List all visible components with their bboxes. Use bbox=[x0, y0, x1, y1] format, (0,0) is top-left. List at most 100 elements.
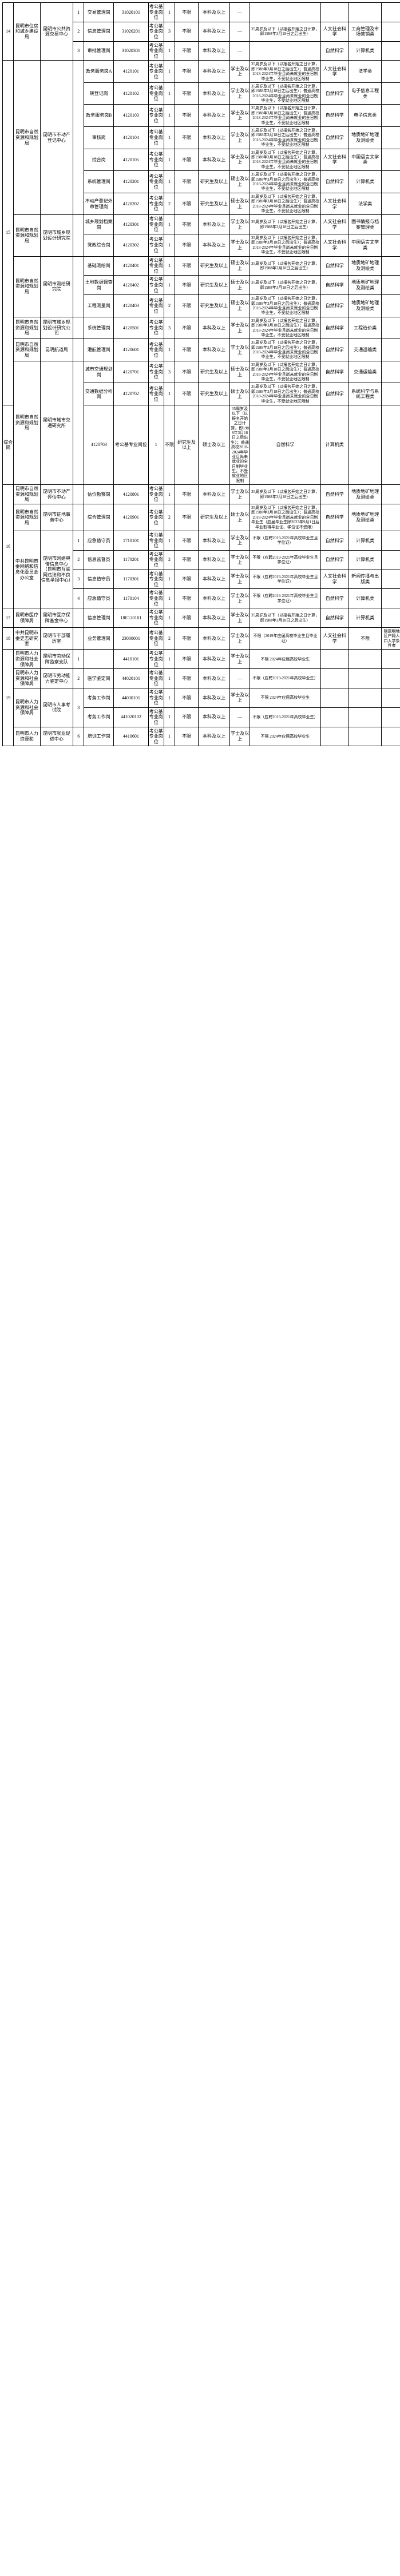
cell bbox=[382, 3, 400, 22]
cell: 1 bbox=[164, 339, 175, 361]
cell: 考公基专业岗位 bbox=[148, 82, 164, 105]
cell: 信息管理岗 bbox=[84, 22, 114, 41]
cell: 学士及以上 bbox=[229, 317, 250, 339]
cell: 昆明市不动产评估中心 bbox=[40, 485, 73, 504]
cell: 昆明市人力资源和社会保障局 bbox=[14, 650, 41, 669]
cell: 35周岁及以下（以报名开始之日计算，即1988年3月18日之后出生）；普通高校2… bbox=[250, 234, 320, 257]
cell: 硕士及以上 bbox=[229, 383, 250, 405]
cell bbox=[73, 361, 84, 484]
cell: 4120302 bbox=[114, 234, 148, 257]
cell: 考公基专业岗位 bbox=[148, 570, 164, 589]
cell: 本科及以上 bbox=[199, 550, 230, 570]
cell: 昆明航道局 bbox=[40, 339, 73, 361]
cell bbox=[382, 608, 400, 628]
cell: 交易管理岗 bbox=[84, 3, 114, 22]
cell: 考公基专业岗位 bbox=[148, 41, 164, 61]
cell: 不限（应聘2019-2021年高校毕业生且学位证） bbox=[250, 550, 320, 570]
cell: 31020301 bbox=[114, 41, 148, 61]
cell: 考公基专业岗位 bbox=[148, 22, 164, 41]
cell: 不限 bbox=[175, 41, 199, 61]
cell: 考公基专业岗位 bbox=[148, 3, 164, 22]
cell: 1 bbox=[164, 485, 175, 504]
cell: — bbox=[229, 22, 250, 41]
cell: 4120301 bbox=[114, 215, 148, 234]
cell: 不限 2024年应届高校毕业生 bbox=[250, 688, 320, 708]
cell: 系统管理岗 bbox=[84, 317, 114, 339]
cell: 1 bbox=[164, 589, 175, 608]
cell: 1 bbox=[164, 105, 175, 127]
table-row: 昆明市自然资源和规划局昆明航道局港航管理岗4120601考公基专业岗位1不限本科… bbox=[3, 339, 400, 361]
cell: 35周岁及以下（以报名开始之日计算，即1988年3月18日之后出生）；普通高校2… bbox=[250, 383, 320, 405]
table-row: 昆明市自然资源和规划局昆明市测绘研究院基础测绘岗4120401考公基专业岗位1不… bbox=[3, 256, 400, 276]
cell: 考务工作岗 bbox=[84, 688, 114, 708]
cell bbox=[320, 688, 348, 708]
cell: 考公基专业岗位 bbox=[148, 707, 164, 727]
cell: 2 bbox=[73, 22, 84, 41]
cell: 人文社会科学 bbox=[320, 193, 348, 215]
table-row: 14昆明市住房和城乡建设局昆明市公共资源交易中心1交易管理岗31020101考公… bbox=[3, 3, 400, 22]
cell bbox=[382, 504, 400, 531]
cell: 本科及以上 bbox=[199, 105, 230, 127]
cell: 硕士及以上 bbox=[229, 361, 250, 383]
cell: 本科及以上 bbox=[199, 707, 230, 727]
cell: 港航管理岗 bbox=[84, 339, 114, 361]
cell: 35周岁及以下（以报名开始之日计算，即1988年3月18日之后出生）；普通高校2… bbox=[250, 127, 320, 149]
cell: 自然科学 bbox=[320, 383, 348, 405]
cell: 2 bbox=[73, 550, 84, 570]
cell bbox=[84, 650, 114, 669]
cell: 不限 bbox=[175, 215, 199, 234]
cell bbox=[382, 550, 400, 570]
cell: 3 bbox=[73, 570, 84, 589]
cell: 研究生及以上 bbox=[199, 193, 230, 215]
cell: 不限（应聘2019-2021年高校毕业生且学位证） bbox=[250, 570, 320, 589]
cell: 基础测绘岗 bbox=[84, 256, 114, 276]
cell bbox=[382, 688, 400, 708]
cell bbox=[73, 504, 84, 531]
cell: 不限 bbox=[175, 627, 199, 650]
table-row: 19昆明市人力资源和社会保障局昆明市劳动保障监察支队14410101考公基专业岗… bbox=[3, 650, 400, 669]
cell: 不限 bbox=[175, 707, 199, 727]
cell: 中国语言文学类 bbox=[348, 234, 381, 257]
cell: 14 bbox=[3, 3, 14, 61]
cell: 新闻传播与出版类 bbox=[348, 570, 381, 589]
cell: 19 bbox=[3, 650, 14, 746]
cell: 4120101 bbox=[114, 61, 148, 83]
cell bbox=[382, 589, 400, 608]
cell: 昆明市自然资源和规划局 bbox=[14, 317, 41, 339]
cell: 考公基专业岗位 bbox=[148, 589, 164, 608]
cell: 昆明市劳动保障监察支队 bbox=[40, 650, 73, 669]
cell: 昆明市自然资源和规划局 bbox=[14, 256, 41, 317]
cell: 图书情报与档案管理类 bbox=[348, 215, 381, 234]
cell: 不限 bbox=[175, 650, 199, 669]
cell: 4120202 bbox=[114, 193, 148, 215]
cell bbox=[382, 127, 400, 149]
cell: 1 bbox=[164, 171, 175, 193]
cell: 硕士及以上 bbox=[229, 171, 250, 193]
cell: 4120103 bbox=[114, 105, 148, 127]
cell: 本科及以上 bbox=[199, 339, 230, 361]
cell: 学士及以上 bbox=[229, 727, 250, 746]
cell: 1 bbox=[164, 3, 175, 22]
cell bbox=[73, 627, 84, 650]
cell: 考公基专业岗位 bbox=[148, 295, 164, 317]
cell: 昆明市征地事务中心 bbox=[40, 504, 73, 531]
cell: 本科及以上 bbox=[199, 127, 230, 149]
cell: — bbox=[229, 707, 250, 727]
cell: 考公基专业岗位 bbox=[148, 383, 164, 405]
cell: 35周岁及以下（以报名开始之日计算，即1988年3月18日之后出生） bbox=[250, 215, 320, 234]
cell: 2 bbox=[164, 627, 175, 650]
cell bbox=[348, 707, 381, 727]
cell: 昆明市自然资源和规划局 bbox=[14, 215, 41, 256]
cell: 人文社会科学 bbox=[320, 627, 348, 650]
cell: 昆明市网络舆情信息中心（昆明市互联网违法和不良信息举报中心） bbox=[40, 531, 73, 608]
cell: 考公基专业岗位 bbox=[148, 149, 164, 171]
cell: 不限（应聘2019-2021年高校毕业生且学位证） bbox=[250, 531, 320, 550]
cell: 不限 bbox=[175, 727, 199, 746]
cell: 本科及以上 bbox=[199, 688, 230, 708]
cell: 自然科学 bbox=[320, 256, 348, 276]
cell bbox=[382, 383, 400, 405]
cell: 35周岁及以下（以报名开始之日计算，即1988年3月18日之后出生） bbox=[250, 22, 320, 41]
cell: 研究生及以上 bbox=[199, 256, 230, 276]
cell: 考公基专业岗位 bbox=[148, 627, 164, 650]
cell: 工程造价类 bbox=[348, 317, 381, 339]
